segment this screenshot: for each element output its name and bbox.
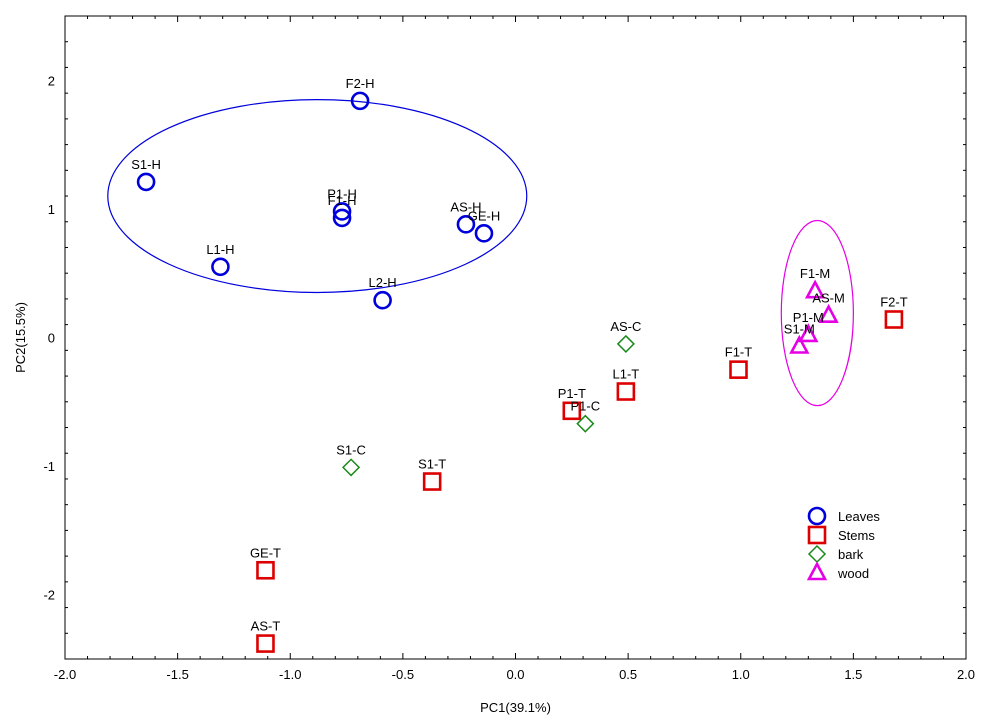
point-label: GE-T — [250, 545, 281, 560]
data-point-leaves — [332, 202, 352, 221]
point-label: L1-H — [206, 242, 234, 257]
data-point-bark — [342, 458, 361, 477]
legend-item: Leaves — [807, 506, 880, 526]
point-label: S1-M — [784, 322, 815, 337]
y-tick-label: -1 — [43, 459, 55, 474]
point-label: F1-T — [725, 345, 753, 360]
point-label: P1-H — [327, 186, 357, 201]
point-label: L2-H — [369, 275, 397, 290]
x-tick-label: 2.0 — [957, 667, 975, 682]
axis-ticks: -2.0 -1.5 -1.0 -0.5 0.0 0.5 1.0 1.5 2.0 -2 -1 0 1 2 — [43, 15, 975, 682]
data-point-leaves — [350, 91, 370, 111]
point-label: AS-C — [610, 319, 641, 334]
point-label: AS-T — [251, 619, 281, 634]
point-label: P1-T — [558, 386, 586, 401]
point-label: S1-H — [131, 157, 161, 172]
data-point-leaves — [136, 172, 156, 192]
y-axis-title: PC2(15.5%) — [13, 302, 28, 373]
confidence-ellipse-leaves — [107, 98, 528, 294]
data-points — [136, 91, 904, 653]
data-point-wood — [798, 323, 819, 343]
x-tick-label: 0.0 — [506, 667, 524, 682]
y-tick-label: 0 — [48, 331, 55, 346]
legend-marker-wood — [806, 561, 828, 581]
legend-label: bark — [838, 547, 864, 562]
legend-marker-leaves — [807, 506, 827, 526]
legend-label: Leaves — [838, 509, 880, 524]
legend-label: wood — [837, 566, 869, 581]
legend: Leaves Stems bark wood — [806, 506, 880, 581]
point-label: L1-T — [613, 367, 640, 382]
x-tick-label: -1.5 — [166, 667, 188, 682]
data-point-wood — [804, 279, 826, 299]
x-tick-label: 1.0 — [732, 667, 750, 682]
x-tick-label: -0.5 — [392, 667, 414, 682]
point-label: P1-C — [571, 399, 601, 414]
data-point-leaves — [474, 224, 494, 243]
data-point-stems — [256, 560, 275, 580]
data-point-bark — [616, 334, 635, 353]
point-label: S1-C — [336, 442, 366, 457]
point-label: F1-M — [800, 266, 830, 281]
confidence-ellipse-wood — [780, 219, 854, 407]
x-axis-title: PC1(39.1%) — [480, 700, 551, 715]
data-point-leaves — [373, 290, 392, 310]
data-point-leaves — [456, 215, 476, 234]
legend-item: wood — [806, 561, 869, 581]
x-tick-label: 1.5 — [844, 667, 862, 682]
x-tick-label: -2.0 — [54, 667, 76, 682]
point-label: S1-T — [418, 457, 446, 472]
legend-marker-stems — [807, 525, 827, 545]
data-point-bark — [576, 414, 595, 433]
data-point-leaves — [211, 257, 230, 277]
y-tick-label: 2 — [48, 73, 55, 88]
x-tick-label: 0.5 — [619, 667, 637, 682]
point-label: F2-T — [880, 294, 908, 309]
data-point-wood — [818, 303, 839, 323]
data-point-wood — [789, 334, 810, 354]
data-point-stems — [616, 382, 636, 401]
data-point-stems — [422, 472, 442, 491]
y-tick-label: 1 — [48, 202, 55, 217]
point-label: AS-H — [450, 199, 481, 214]
data-point-leaves — [332, 208, 352, 228]
data-point-stems — [729, 360, 748, 379]
point-label: GE-H — [468, 208, 501, 223]
ellipse-layer — [107, 98, 854, 407]
point-label: AS-M — [812, 291, 845, 306]
point-labels: S1-H F2-H P1-HF1-H AS-HGE-H L1-H L2-H F2-T F1-T… — [131, 76, 907, 634]
data-point-stems — [256, 634, 275, 653]
data-point-stems — [884, 310, 904, 329]
point-label: F1-H — [328, 193, 357, 208]
legend-label: Stems — [838, 528, 875, 543]
data-point-stems — [562, 401, 582, 421]
point-label: F2-H — [346, 76, 375, 91]
point-label: P1-M — [793, 310, 824, 325]
legend-item: Stems — [807, 525, 875, 545]
x-tick-label: -1.0 — [279, 667, 301, 682]
y-tick-label: -2 — [43, 588, 55, 603]
